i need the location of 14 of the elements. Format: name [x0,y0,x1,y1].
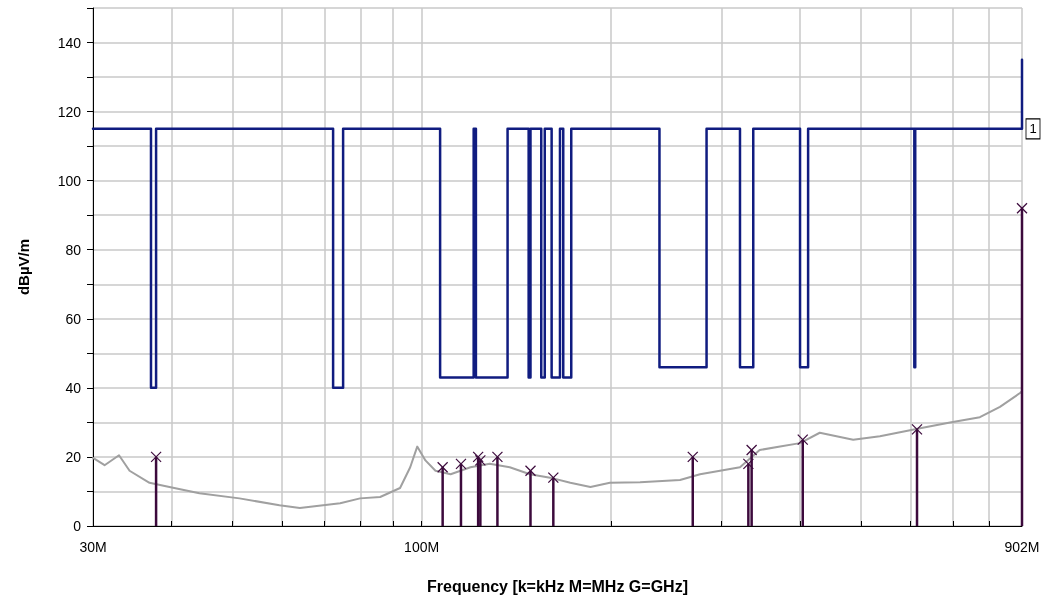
x-tick-label: 30M [79,539,107,555]
y-tick-label: 120 [57,103,82,120]
annotation: 1 [1029,121,1037,137]
y-tick-label: 40 [65,379,82,396]
y-tick-label: 100 [57,172,82,189]
y-tick-label: 140 [57,34,82,51]
y-tick-label: 20 [65,448,82,465]
y-tick-label: 0 [73,518,82,534]
y-axis-title: dBµV/m [15,238,32,296]
x-tick-label: 100M [404,539,440,555]
x-tick-label: 902M [1004,539,1040,555]
x-axis-title: Frequency [k=kHz M=MHz G=GHz] [427,577,688,595]
y-tick-label: 60 [65,310,82,327]
y-tick-label: 80 [65,241,82,258]
